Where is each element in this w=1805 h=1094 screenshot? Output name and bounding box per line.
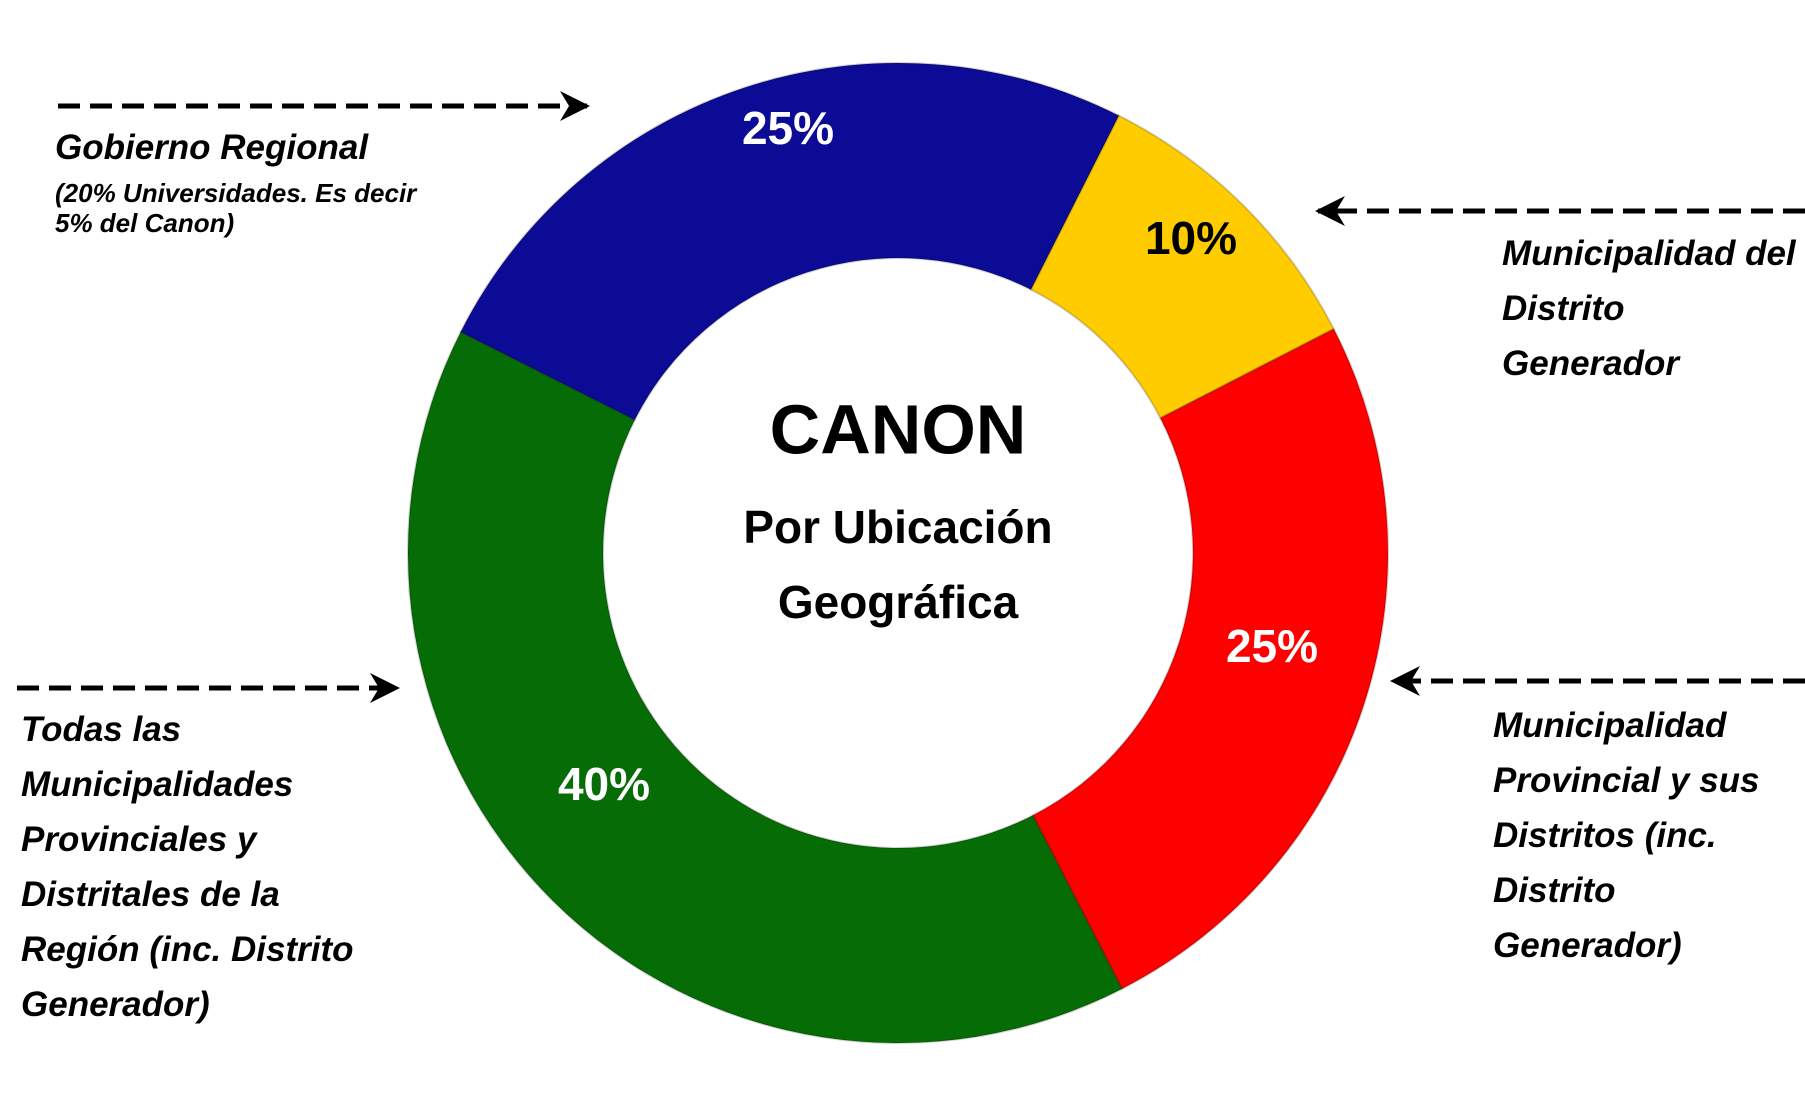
center-subtitle: Por Ubicación Geográfica xyxy=(743,501,1053,628)
center-title: CANON xyxy=(770,390,1027,468)
donut-segment xyxy=(1029,114,1336,420)
value-label: 25% xyxy=(742,102,834,154)
value-label: 10% xyxy=(1145,212,1237,264)
donut-segment xyxy=(407,330,1124,1044)
value-label: 40% xyxy=(558,758,650,810)
category-label: Gobierno Regional xyxy=(55,128,369,167)
category-label: Municipalidad Provincial y sus Distritos… xyxy=(1493,706,1760,965)
value-label: 25% xyxy=(1226,620,1318,672)
category-label: Todas las Municipalidades Provinciales y… xyxy=(21,710,354,1024)
category-label: Municipalidad del Distrito Generador xyxy=(1502,234,1796,383)
center-subtitle-box: Por Ubicación Geográfica xyxy=(743,501,1053,628)
donut-segment xyxy=(1031,327,1389,991)
donut: 25% 10% 25% 40% xyxy=(407,62,1389,1044)
annotation: (20% Universidades. Es decir 5% del Cano… xyxy=(55,178,417,238)
donut-segment xyxy=(459,62,1121,422)
